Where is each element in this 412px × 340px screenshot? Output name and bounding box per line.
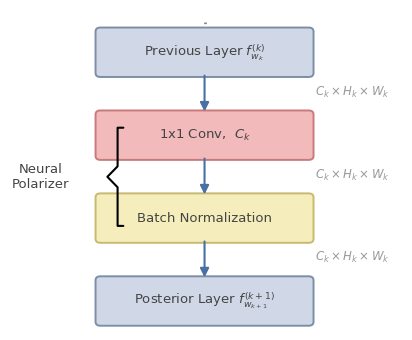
Text: Posterior Layer $f_{w_{k+1}}^{(k+1)}$: Posterior Layer $f_{w_{k+1}}^{(k+1)}$: [134, 291, 275, 311]
Text: Batch Normalization: Batch Normalization: [137, 211, 272, 225]
Text: $C_k \times H_k \times W_k$: $C_k \times H_k \times W_k$: [315, 250, 389, 266]
Text: Neural
Polarizer: Neural Polarizer: [12, 163, 69, 191]
Text: 1x1 Conv,  $C_k$: 1x1 Conv, $C_k$: [159, 128, 250, 143]
Text: Previous Layer $f_{w_k}^{(k)}$: Previous Layer $f_{w_k}^{(k)}$: [144, 42, 265, 63]
Text: $C_k \times H_k \times W_k$: $C_k \times H_k \times W_k$: [315, 85, 389, 100]
FancyBboxPatch shape: [96, 193, 314, 243]
Text: $C_k \times H_k \times W_k$: $C_k \times H_k \times W_k$: [315, 167, 389, 183]
FancyBboxPatch shape: [96, 28, 314, 77]
FancyBboxPatch shape: [96, 276, 314, 326]
FancyBboxPatch shape: [96, 110, 314, 160]
